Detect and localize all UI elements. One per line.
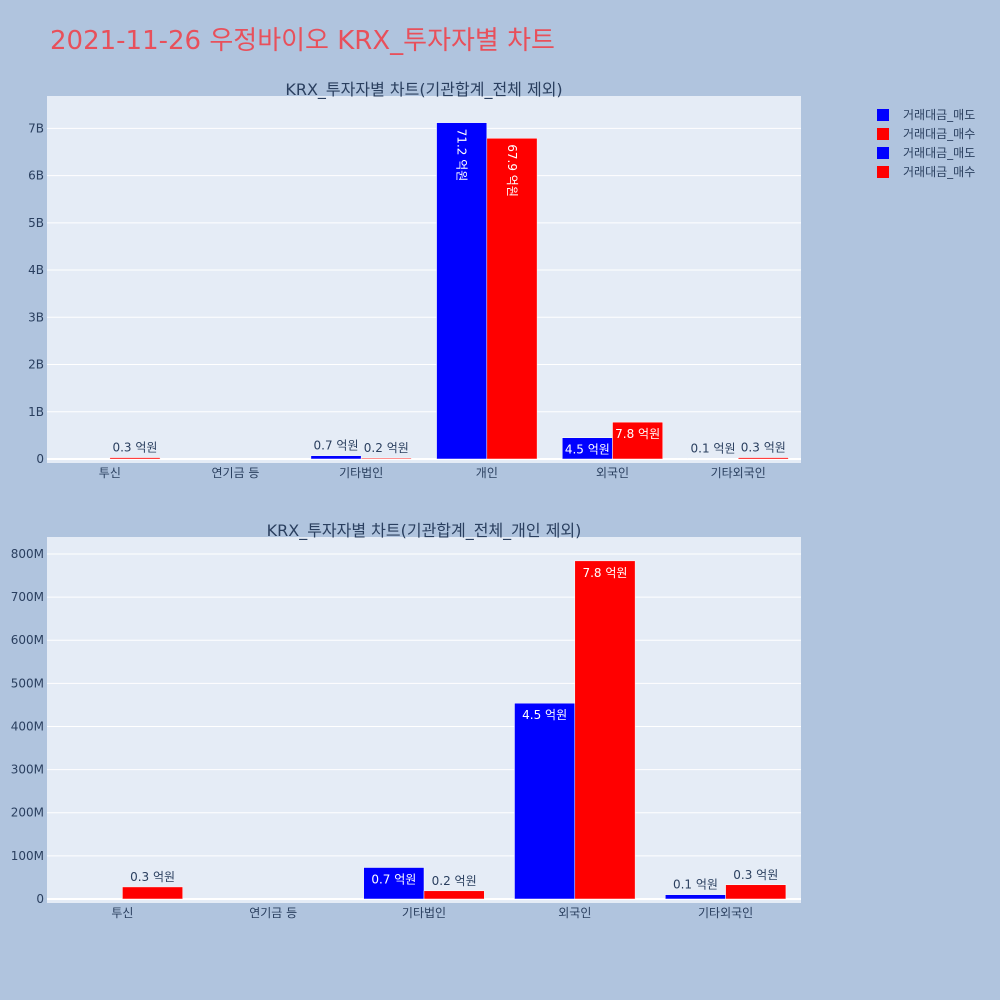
bar [423,890,485,900]
y-tick-label: 200M [11,806,44,820]
legend-swatch [877,166,889,178]
bar [310,455,362,460]
y-tick-label: 5B [28,216,44,230]
legend-label: 거래대금_매수 [903,165,975,179]
legend-label: 거래대금_매수 [903,127,975,141]
y-tick-label: 3B [28,310,44,324]
x-tick-label: 투신 [99,466,121,480]
bar [725,884,787,900]
chart-title: KRX_투자자별 차트(기관합계_전체 제외) [285,80,562,100]
data-label: 0.1 억원 [691,442,736,456]
chart-title: KRX_투자자별 차트(기관합계_전체_개인 제외) [267,521,582,541]
x-tick-label: 투신 [111,906,133,920]
x-tick-label: 기타외국인 [711,466,766,480]
x-tick-label: 기타외국인 [698,906,753,920]
y-tick-label: 400M [11,719,44,733]
legend-swatch [877,128,889,140]
plot-area [47,96,801,463]
bar [436,122,488,460]
y-tick-label: 700M [11,590,44,604]
y-tick-label: 300M [11,763,44,777]
y-tick-label: 100M [11,849,44,863]
data-label: 7.8 억원 [615,427,660,441]
y-tick-label: 6B [28,169,44,183]
x-tick-label: 개인 [476,466,498,480]
legend-label: 거래대금_매도 [903,108,975,122]
data-label: 0.3 억원 [733,868,778,882]
y-tick-label: 2B [28,358,44,372]
data-label: 0.3 억원 [741,441,786,455]
x-tick-label: 외국인 [558,906,591,920]
legend-swatch [877,109,889,121]
plot-area [47,537,801,903]
legend-label: 거래대금_매도 [903,146,975,160]
y-tick-label: 4B [28,263,44,277]
y-tick-label: 7B [28,121,44,135]
y-tick-label: 0 [36,892,44,906]
legend-swatch [877,147,889,159]
data-label: 7.8 억원 [582,566,627,580]
bar [514,702,576,900]
x-tick-label: 기타법인 [402,906,446,920]
data-label: 0.3 억원 [112,441,157,455]
data-label: 0.7 억원 [371,873,416,887]
y-tick-label: 800M [11,547,44,561]
y-tick-label: 600M [11,633,44,647]
bar [363,867,425,900]
y-tick-label: 0 [36,452,44,466]
data-label: 0.2 억원 [364,441,409,455]
data-label: 71.2 억원 [455,129,469,182]
data-label: 0.1 억원 [673,878,718,892]
y-tick-label: 1B [28,405,44,419]
x-tick-label: 외국인 [596,466,629,480]
bar [737,457,789,460]
y-tick-label: 500M [11,676,44,690]
bar [574,560,636,900]
data-label: 0.2 억원 [432,874,477,888]
x-tick-label: 연기금 등 [212,466,260,480]
bar [109,457,161,460]
data-label: 4.5 억원 [565,443,610,457]
bar [612,421,664,460]
bar [360,457,412,460]
data-label: 67.9 억원 [505,144,519,197]
x-tick-label: 기타법인 [339,466,383,480]
data-label: 0.3 억원 [130,870,175,884]
data-label: 4.5 억원 [522,708,567,722]
data-label: 0.7 억원 [314,439,359,453]
bar [122,886,183,900]
bar [665,894,726,900]
chart-bottom: KRX_투자자별 차트(기관합계_전체_개인 제외) 0 100M 200M 300M 4… [11,521,801,920]
chart-top: KRX_투자자별 차트(기관합계_전체 제외) 0 1B 2B 3B 4B 5B 6B 7B 투신… [28,80,801,480]
x-tick-label: 연기금 등 [249,906,297,920]
bar [486,138,538,460]
main-title: 2021-11-26 우정바이오 KRX_투자자별 차트 [50,26,555,56]
